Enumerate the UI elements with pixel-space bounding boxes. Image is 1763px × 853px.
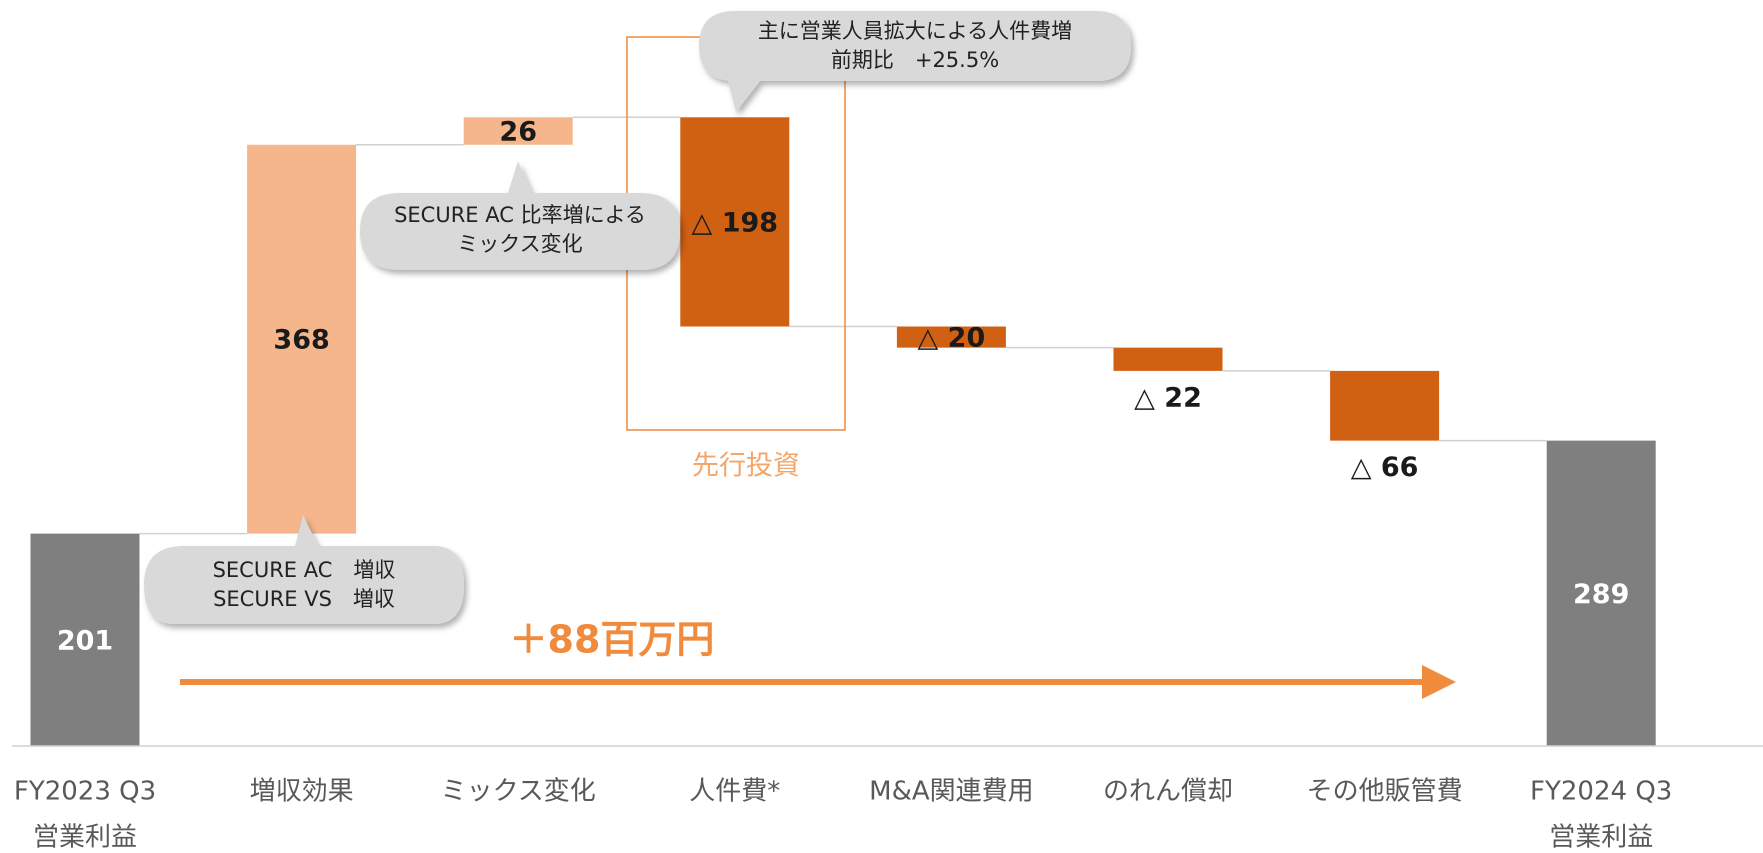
bar	[1330, 370, 1440, 441]
callout	[699, 11, 1131, 112]
callout-text: ミックス変化	[457, 232, 582, 256]
arrow-head	[1422, 665, 1456, 699]
value-label: △ 198	[692, 207, 779, 238]
callout	[144, 515, 464, 624]
callout-text: 主に営業人員拡大による人件費増	[758, 19, 1072, 43]
change-label: ＋88百万円	[510, 618, 715, 662]
bar	[896, 326, 1006, 348]
bar	[1546, 440, 1656, 746]
bar	[463, 117, 573, 145]
value-label: △ 20	[918, 323, 986, 354]
value-label: 289	[1573, 579, 1629, 610]
value-label: △ 22	[1134, 382, 1202, 413]
bar	[680, 117, 790, 327]
callout-shape	[360, 161, 680, 270]
callout-text: SECURE VS 増収	[213, 587, 395, 611]
callout	[360, 161, 680, 270]
x-tick-label: FY2024 Q3	[1530, 777, 1672, 807]
value-label: 368	[273, 325, 329, 356]
value-label: 201	[57, 625, 113, 656]
callout-text: SECURE AC 増収	[213, 558, 396, 582]
x-tick-label: のれん償却	[1103, 777, 1233, 807]
x-tick-label: その他販管費	[1307, 777, 1463, 807]
value-label: △ 66	[1351, 452, 1419, 483]
x-tick-label: ミックス変化	[441, 777, 596, 807]
bar	[30, 533, 140, 746]
callout-text: SECURE AC 比率増による	[394, 203, 646, 227]
bracket-label: 先行投資	[692, 451, 800, 482]
bar	[1113, 347, 1223, 371]
value-label: 26	[499, 117, 537, 148]
plot: 201 FY2023 Q3 営業利益 368 増収効果 26 ミックス変化 △ 198 人件費*…	[14, 117, 1672, 853]
callout-shape	[699, 11, 1131, 112]
callout-shape	[144, 515, 464, 624]
x-tick-label: M&A関連費用	[869, 777, 1034, 807]
x-tick-label: FY2023 Q3	[14, 777, 156, 807]
x-tick-label: 営業利益	[1549, 823, 1653, 853]
bar	[247, 144, 357, 534]
x-tick-label: 増収効果	[250, 777, 354, 807]
callout-text: 前期比 +25.5%	[831, 48, 999, 72]
x-tick-label: 人件費*	[689, 777, 780, 807]
x-tick-label: 営業利益	[33, 823, 137, 853]
